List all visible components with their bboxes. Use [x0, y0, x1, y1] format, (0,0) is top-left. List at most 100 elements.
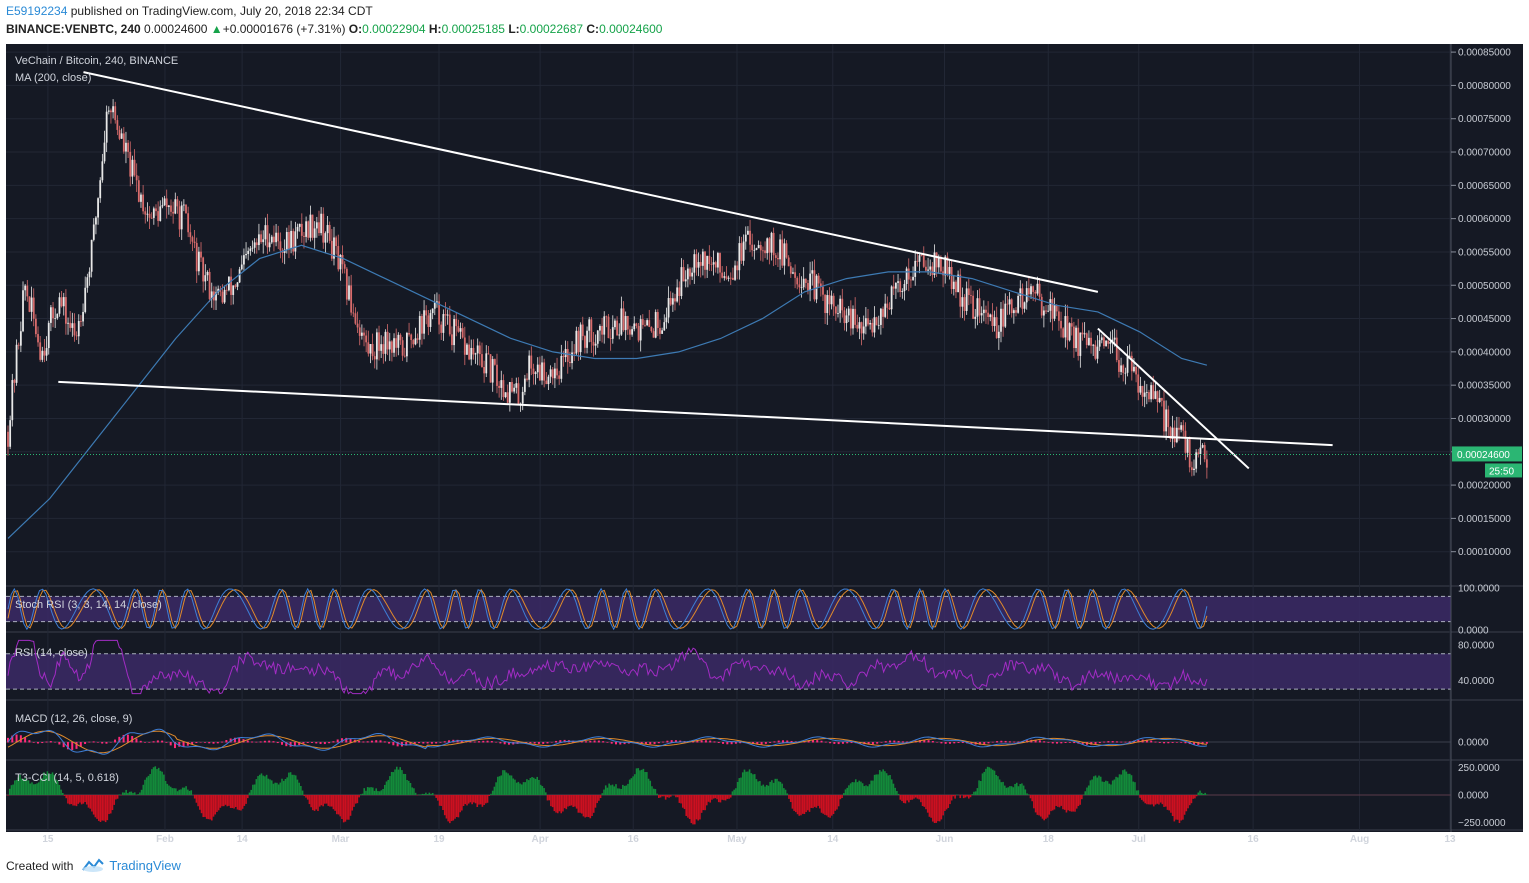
candle-body — [1053, 305, 1056, 319]
macd-histogram-bar — [931, 740, 934, 743]
author-link[interactable]: E59192234 — [6, 4, 68, 18]
macd-histogram-bar — [1205, 742, 1208, 744]
candle-body — [339, 254, 342, 270]
candle-body — [408, 332, 410, 335]
macd-histogram-bar — [829, 742, 832, 744]
candle-body — [236, 282, 239, 287]
rsi-panel[interactable] — [6, 639, 1451, 695]
trendline-lower-support — [58, 380, 1333, 447]
candle-body — [436, 301, 438, 303]
candle-body — [616, 320, 618, 336]
macd-histogram-bar — [332, 741, 335, 743]
candle-body — [110, 110, 112, 113]
macd-histogram-bar — [122, 734, 125, 743]
candle-body — [7, 431, 9, 447]
macd-panel[interactable] — [6, 728, 1451, 755]
macd-histogram-bar — [135, 738, 138, 743]
macd-histogram-bar — [460, 740, 463, 743]
open-label: O: — [348, 22, 363, 36]
ma200-line — [7, 244, 1208, 539]
macd-histogram-bar — [101, 742, 104, 744]
macd-histogram-bar — [139, 740, 142, 743]
macd-histogram-bar — [161, 740, 164, 743]
candle-body — [159, 206, 162, 221]
candle-body — [710, 264, 713, 265]
close-value: 0.00024600 — [599, 22, 663, 36]
macd-histogram-bar — [152, 741, 155, 743]
price-panel[interactable] — [6, 71, 1451, 539]
candle-body — [230, 276, 232, 295]
candle-body — [24, 285, 27, 291]
candle-body — [275, 232, 277, 243]
candle-body — [483, 367, 486, 374]
candle-body — [607, 316, 610, 339]
macd-histogram-bar — [71, 742, 74, 750]
candle-body — [442, 314, 445, 333]
candle-body — [157, 211, 160, 221]
candle-body — [635, 323, 638, 326]
candle-body — [770, 232, 773, 253]
candle-body — [599, 325, 601, 331]
candle-body — [103, 142, 106, 162]
candle-body — [564, 349, 567, 358]
candle-body — [1038, 283, 1041, 297]
candle-body — [513, 387, 516, 392]
candle-body — [73, 323, 76, 336]
macd-histogram-bar — [62, 742, 65, 748]
macd-histogram-bar — [1197, 742, 1200, 745]
macd-histogram-bar — [473, 741, 476, 743]
macd-histogram-bar — [614, 742, 617, 745]
candle-body — [425, 310, 428, 316]
candle-body — [601, 325, 603, 335]
macd-histogram-bar — [1017, 741, 1020, 743]
candle-body — [152, 208, 155, 218]
candle-body — [1186, 439, 1189, 453]
candle-body — [738, 243, 741, 271]
panel-tick-label: 0.0000 — [1458, 738, 1489, 749]
macd-histogram-bar — [1098, 742, 1101, 744]
rsi-label: RSI (14, close) — [15, 647, 88, 659]
candle-body — [1124, 372, 1127, 374]
candle-body — [869, 322, 872, 325]
candle-body — [1081, 332, 1084, 335]
candle-body — [759, 245, 762, 251]
macd-histogram-bar — [1111, 741, 1114, 743]
candle-body — [322, 213, 325, 243]
candle-body — [1171, 427, 1174, 439]
macd-histogram-bar — [32, 742, 35, 743]
candle-body — [543, 362, 546, 381]
candle-body — [251, 247, 254, 249]
chart-area[interactable]: 0.00085000 0.00080000 0.00075000 0.00070000… — [0, 40, 1529, 852]
tradingview-link[interactable]: TradingView — [109, 858, 181, 873]
stoch-rsi-panel[interactable] — [6, 587, 1451, 631]
candle-body — [189, 232, 192, 238]
candle-body — [433, 302, 436, 309]
candle-body — [262, 239, 265, 243]
macd-histogram-bar — [1175, 742, 1178, 743]
candle-body — [343, 264, 346, 269]
macd-histogram-bar — [1150, 740, 1153, 743]
candle-body — [466, 344, 468, 355]
macd-histogram-bar — [54, 741, 57, 743]
t3-cci-panel[interactable] — [6, 766, 1451, 825]
candle-body — [712, 262, 715, 265]
candle-body — [744, 234, 747, 242]
candle-body — [1107, 340, 1110, 344]
candle-body — [34, 318, 37, 335]
candle-body — [1122, 365, 1125, 373]
macd-histogram-bar — [148, 742, 151, 743]
candle-body — [1051, 299, 1054, 319]
candle-body — [839, 298, 842, 314]
candle-body — [137, 180, 140, 202]
candle-body — [1094, 344, 1097, 359]
candle-body — [170, 205, 172, 212]
macd-histogram-bar — [940, 742, 943, 744]
macd-histogram-bar — [379, 740, 382, 743]
candle-body — [155, 208, 157, 212]
candle-body — [84, 287, 87, 312]
candle-body — [330, 240, 333, 259]
candle-body — [223, 289, 226, 303]
candle-body — [245, 253, 247, 256]
macd-histogram-bar — [199, 742, 202, 743]
candle-body — [315, 222, 318, 229]
